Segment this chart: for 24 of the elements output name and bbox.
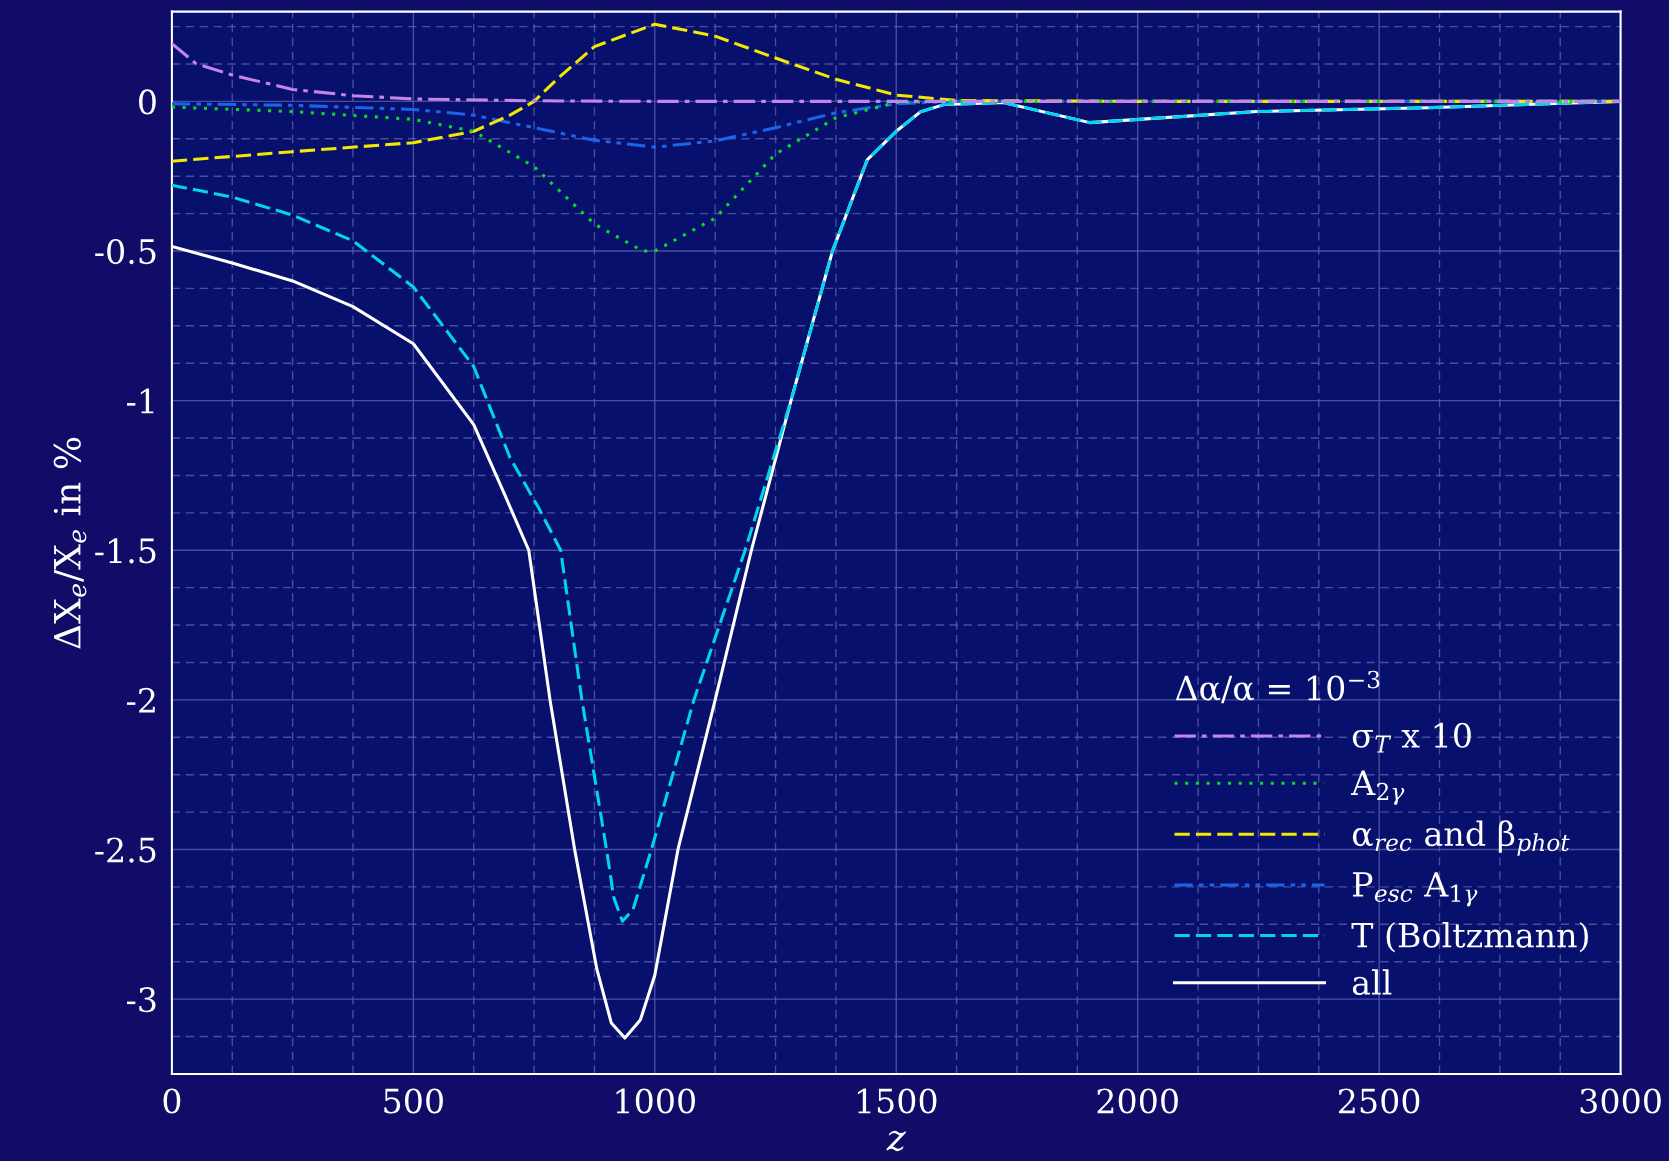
y-axis-title: ΔX$_{e}$/X$_{e}$ in % <box>53 437 87 649</box>
legend-label: all <box>1352 969 1392 995</box>
y-tick-label: -0.5 <box>95 238 156 265</box>
legend-label: T (Boltzmann) <box>1351 921 1588 953</box>
y-tick-label: -1.5 <box>95 538 156 564</box>
x-tick-label: 1000 <box>616 1088 696 1114</box>
line-series <box>171 42 1621 103</box>
legend-label: P$_{esc}$ A$_{1γ}$ <box>1352 872 1478 907</box>
y-tick-label: -2 <box>127 687 155 713</box>
legend-label: A$_{2γ}$ <box>1350 770 1405 805</box>
x-tick-label: 2500 <box>1338 1088 1420 1114</box>
x-tick-label: 0 <box>163 1088 181 1114</box>
legend-label: σ$_{T}$ x 10 <box>1352 722 1471 753</box>
y-tick-label: -1 <box>127 388 154 414</box>
y-tick-label: -3 <box>127 987 156 1013</box>
x-tick-label: 2000 <box>1097 1088 1178 1114</box>
y-tick-label: -2.5 <box>95 837 156 863</box>
legend-title: Δα/α = 10$^{−3}$ <box>1175 670 1380 704</box>
x-tick-label: 1500 <box>857 1088 937 1114</box>
x-tick-label: 500 <box>384 1088 443 1114</box>
x-axis-title: z <box>886 1130 906 1152</box>
y-tick-label: 0 <box>139 89 156 115</box>
legend-label: α$_{rec}$ and β$_{phot}$ <box>1352 820 1570 856</box>
x-tick-label: 3000 <box>1580 1088 1661 1114</box>
